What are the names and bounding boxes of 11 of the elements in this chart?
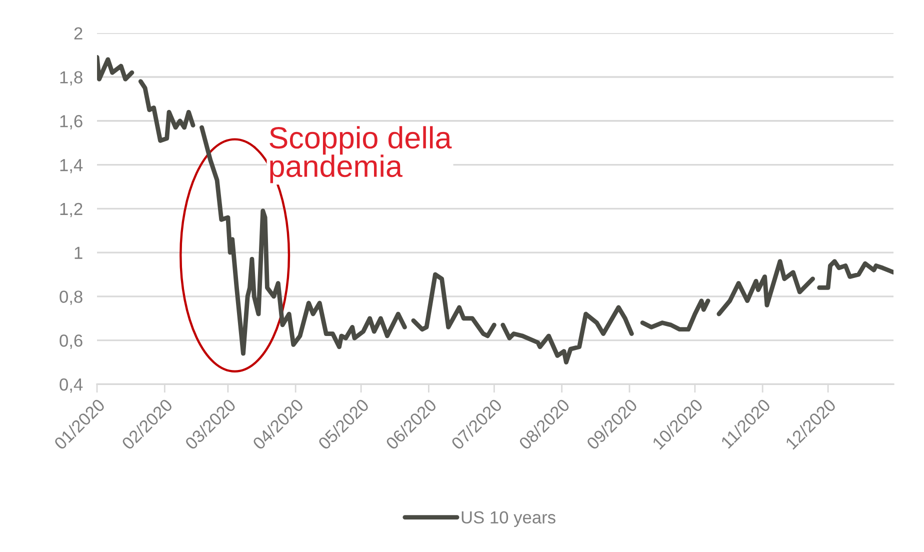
- y-tick-label: 1: [74, 246, 82, 259]
- y-tick-label: 0,8: [60, 290, 82, 305]
- annotation: Scoppio della pandemia: [270, 126, 452, 184]
- legend-label: US 10 years: [462, 511, 556, 527]
- y-tick-label: 2: [74, 27, 82, 40]
- y-tick-label: 1,6: [60, 115, 82, 130]
- y-tick-label: 0,6: [60, 334, 82, 349]
- y-tick-label: 1,4: [60, 159, 83, 174]
- y-tick-label: 0,4: [60, 378, 83, 393]
- y-tick-label: 1,2: [60, 202, 82, 218]
- y-tick-label: 1,8: [60, 71, 82, 86]
